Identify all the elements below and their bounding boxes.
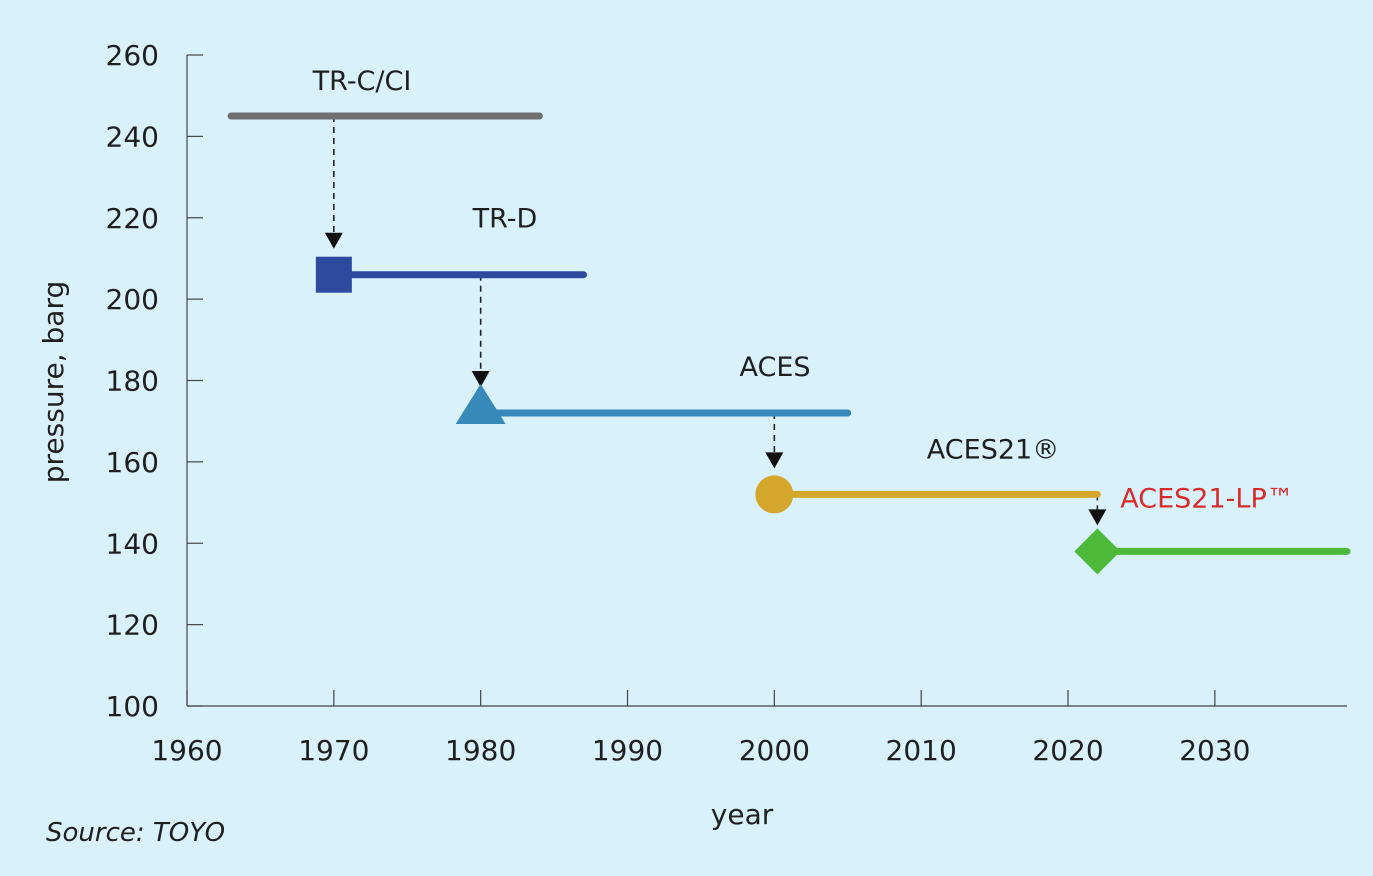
y-tick-label: 220 (106, 202, 159, 235)
x-tick-label: 1990 (592, 734, 663, 767)
transition-arrow-head (765, 452, 784, 469)
transition-arrow-head (324, 232, 343, 249)
series-label-aces21: ACES21® (927, 434, 1059, 465)
y-tick-label: 180 (106, 365, 159, 398)
transition-arrow-head (471, 371, 490, 388)
series-marker-triangle (455, 384, 506, 425)
series-label-tr-c-ci: TR-C/CI (312, 66, 412, 97)
y-tick-label: 160 (106, 446, 159, 479)
series-label-tr-d: TR-D (472, 204, 538, 235)
y-axis-title: pressure, barg (37, 281, 70, 483)
y-tick-label: 140 (106, 527, 159, 560)
source-note: Source: TOYO (46, 818, 226, 848)
y-tick-label: 240 (106, 120, 159, 153)
x-tick-label: 2030 (1179, 734, 1250, 767)
x-tick-label: 1980 (445, 734, 516, 767)
x-tick-label: 2020 (1032, 734, 1103, 767)
transition-arrow-head (1088, 509, 1107, 526)
y-tick-label: 100 (106, 690, 159, 723)
series-marker-square (315, 256, 352, 293)
x-tick-label: 1970 (298, 734, 369, 767)
series-label-aces21-lp: ACES21-LP™ (1120, 483, 1293, 514)
x-axis-title: year (711, 798, 774, 831)
series-marker-diamond (1074, 528, 1121, 575)
series-label-aces: ACES (739, 352, 810, 383)
x-tick-label: 2010 (886, 734, 957, 767)
series-marker-circle (755, 475, 794, 514)
x-tick-label: 2000 (739, 734, 810, 767)
y-tick-label: 260 (106, 39, 159, 72)
y-tick-label: 120 (106, 609, 159, 642)
x-tick-label: 1960 (151, 734, 222, 767)
y-tick-label: 200 (106, 283, 159, 316)
